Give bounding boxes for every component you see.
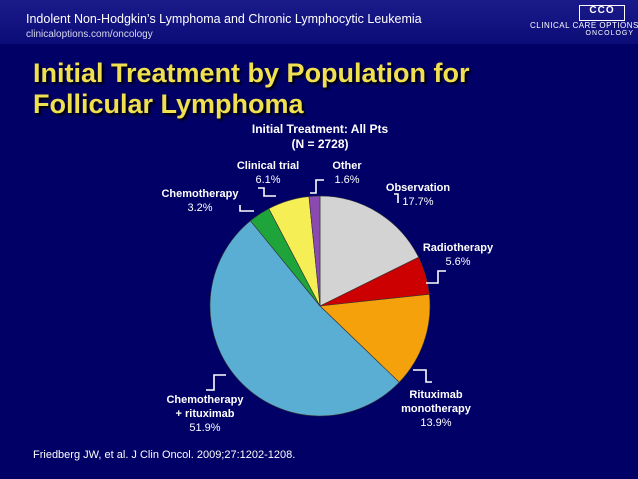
- pie-slice-observation: [319, 195, 420, 307]
- slice-label-radiotherapy: Radiotherapy 5.6%: [423, 242, 494, 268]
- slice-value-rituximab-monotherapy: 13.9%: [420, 417, 451, 429]
- slice-label-chemotherapy: Chemotherapy 3.2%: [161, 188, 239, 214]
- header-title: Indolent Non-Hodgkin’s Lymphoma and Chro…: [26, 12, 422, 26]
- cco-logo-mark: CCO: [579, 5, 625, 21]
- header-url: clinicaloptions.com/oncology: [26, 29, 153, 40]
- slice-name-rituximab-monotherapy: Rituximab: [409, 389, 462, 401]
- slice-label-other: Other 1.6%: [332, 160, 362, 186]
- leader-line-other: [310, 179, 324, 194]
- slide-header: Indolent Non-Hodgkin’s Lymphoma and Chro…: [0, 0, 638, 44]
- slice-name-clinical-trial: Clinical trial: [237, 160, 299, 172]
- cco-logo: CCO CLINICAL CARE OPTIONS® ONCOLOGY: [530, 5, 638, 39]
- pie-slice-chemotherapy-rituximab: [209, 220, 400, 417]
- cco-logo-sub: ONCOLOGY: [585, 30, 634, 37]
- slice-name-chemotherapy: Chemotherapy: [161, 188, 239, 200]
- slice-name-chemotherapy-rituximab: + rituximab: [176, 408, 235, 420]
- slice-name-observation: Observation: [386, 182, 450, 194]
- slice-name-chemotherapy-rituximab: Chemotherapy: [166, 394, 244, 406]
- leader-line-observation: [394, 193, 399, 203]
- slice-label-chemotherapy-rituximab: Chemotherapy + rituximab 51.9%: [166, 394, 244, 434]
- slice-value-observation: 17.7%: [402, 196, 433, 208]
- slice-name-radiotherapy: Radiotherapy: [423, 242, 494, 254]
- leader-line-chemotherapy: [239, 205, 254, 212]
- citation: Friedberg JW, et al. J Clin Oncol. 2009;…: [33, 449, 296, 461]
- slice-name-rituximab-monotherapy: monotherapy: [401, 403, 472, 415]
- slice-label-rituximab-monotherapy: Rituximab monotherapy 13.9%: [401, 389, 472, 429]
- slice-value-clinical-trial: 6.1%: [255, 174, 280, 186]
- leader-line-chemotherapy-rituximab: [206, 374, 226, 391]
- slide-title: Initial Treatment by Population for Foll…: [33, 58, 470, 119]
- slice-label-observation: Observation 17.7%: [386, 182, 450, 208]
- slice-value-radiotherapy: 5.6%: [445, 256, 470, 268]
- leader-line-clinical-trial: [258, 187, 276, 197]
- leader-line-radiotherapy: [426, 270, 446, 284]
- cco-logo-text: CLINICAL CARE OPTIONS®: [530, 21, 638, 30]
- pie-slice-rituximab-monotherapy: [319, 293, 431, 383]
- chart-subtitle: (N = 2728): [291, 137, 349, 151]
- chart-title: Initial Treatment: All Pts (N = 2728): [220, 122, 420, 152]
- pie-slice-other: [308, 195, 321, 307]
- chart-title-main: Initial Treatment: All Pts: [251, 122, 389, 136]
- slice-value-chemotherapy-rituximab: 51.9%: [189, 422, 220, 434]
- leader-line-rituximab-monotherapy: [413, 369, 432, 383]
- slice-name-other: Other: [332, 160, 362, 172]
- slice-value-chemotherapy: 3.2%: [187, 202, 212, 214]
- slice-value-other: 1.6%: [334, 174, 359, 186]
- slice-label-clinical-trial: Clinical trial 6.1%: [237, 160, 299, 186]
